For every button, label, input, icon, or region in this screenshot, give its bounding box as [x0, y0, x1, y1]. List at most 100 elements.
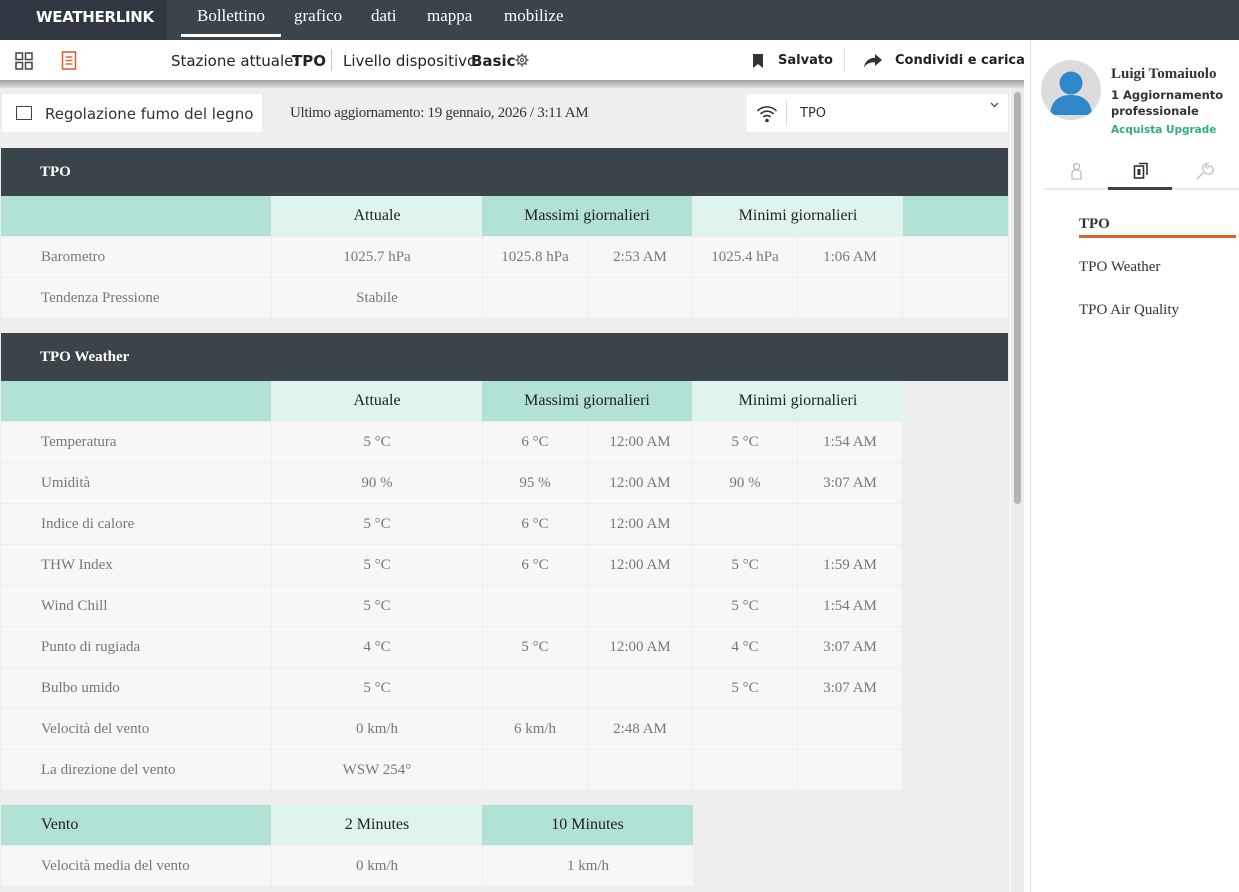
user-icon[interactable]	[1070, 162, 1083, 180]
user-name[interactable]: Luigi Tomaiuolo	[1111, 66, 1217, 82]
table-header-blank	[1, 196, 271, 236]
station-link-tpo-weather[interactable]: TPO Weather	[1079, 259, 1161, 275]
row-current: WSW 254°	[272, 750, 482, 790]
gear-icon[interactable]	[515, 53, 529, 67]
row-daily-min: 1025.4 hPa	[693, 237, 797, 277]
table-header-pad	[903, 196, 1008, 236]
station-link-tpo-air-quality[interactable]: TPO Air Quality	[1079, 302, 1179, 318]
station-link-tpo[interactable]: TPO	[1079, 216, 1110, 232]
row-daily-min	[693, 504, 797, 544]
wind-avg-2min: 0 km/h	[272, 846, 482, 886]
row-current: 5 °C	[272, 422, 482, 462]
row-daily-max-time	[588, 278, 692, 318]
row-daily-min-time: 1:54 AM	[798, 422, 902, 462]
col-daily-max: Massimi giornalieri	[482, 381, 692, 421]
row-label: Wind Chill	[1, 586, 271, 626]
upgrade-link[interactable]: Acquista Upgrade	[1111, 124, 1217, 136]
row-daily-min-time	[798, 750, 902, 790]
station-select[interactable]	[747, 94, 1008, 132]
row-daily-min-time	[798, 278, 902, 318]
row-daily-min: 5 °C	[693, 586, 797, 626]
row-label: Barometro	[1, 237, 271, 277]
row-daily-max-time: 12:00 AM	[588, 504, 692, 544]
row-daily-max-time: 12:00 AM	[588, 627, 692, 667]
col-2-minutes: 2 Minutes	[272, 805, 482, 845]
row-label: Indice di calore	[1, 504, 271, 544]
col-daily-min: Minimi giornalieri	[693, 196, 903, 236]
wind-section-title: Vento	[1, 805, 271, 845]
row-daily-max: 6 km/h	[483, 709, 587, 749]
row-daily-max-time: 12:00 AM	[588, 545, 692, 585]
row-daily-min	[693, 750, 797, 790]
row-daily-min-time: 3:07 AM	[798, 668, 902, 708]
row-label: Temperatura	[1, 422, 271, 462]
toolbar	[0, 40, 1024, 80]
row-daily-max	[483, 586, 587, 626]
wood-smoke-label: Regolazione fumo del legno	[45, 105, 254, 123]
share-arrow-icon[interactable]	[864, 54, 882, 68]
share-upload-button[interactable]: Condividi e carica	[895, 53, 1025, 68]
row-label: Punto di rugiada	[1, 627, 271, 667]
row-daily-max-time: 2:48 AM	[588, 709, 692, 749]
chevron-down-icon[interactable]	[990, 102, 999, 108]
row-daily-min: 5 °C	[693, 422, 797, 462]
row-label: THW Index	[1, 545, 271, 585]
table-header-blank	[1, 381, 271, 421]
wood-smoke-checkbox[interactable]	[16, 106, 32, 120]
section-header-weather: TPO Weather	[1, 333, 1008, 381]
document-list-icon[interactable]	[61, 51, 77, 70]
section-header-tpo: TPO	[1, 148, 1008, 196]
row-current: 5 °C	[272, 586, 482, 626]
tab-mappa[interactable]: mappa	[427, 6, 473, 25]
wind-avg-label: Velocità media del vento	[1, 846, 271, 886]
row-label: Bulbo umido	[1, 668, 271, 708]
row-daily-max-time	[588, 668, 692, 708]
row-daily-min-time: 1:59 AM	[798, 545, 902, 585]
toolbar-divider	[331, 49, 332, 71]
row-daily-max-time	[588, 586, 692, 626]
row-daily-min-time: 3:07 AM	[798, 463, 902, 503]
tab-dati[interactable]: dati	[371, 6, 397, 25]
tab-grafico[interactable]: grafico	[294, 6, 343, 25]
wind-avg-10min: 1 km/h	[483, 846, 693, 886]
row-label: Umidità	[1, 463, 271, 503]
scrollbar-thumb[interactable]	[1014, 92, 1021, 504]
row-current: Stabile	[272, 278, 482, 318]
row-label: Tendenza Pressione	[1, 278, 271, 318]
bookmark-icon[interactable]	[753, 54, 763, 68]
wood-smoke-toggle[interactable]	[2, 94, 262, 132]
grid-view-icon[interactable]	[15, 52, 33, 70]
saved-button[interactable]: Salvato	[778, 53, 833, 68]
row-daily-max-time: 12:00 AM	[588, 463, 692, 503]
row-current: 5 °C	[272, 504, 482, 544]
top-nav	[0, 0, 1239, 40]
col-current: Attuale	[272, 196, 482, 236]
select-divider	[786, 100, 787, 126]
row-daily-max: 6 °C	[483, 504, 587, 544]
avatar[interactable]	[1041, 60, 1101, 120]
row-daily-min: 4 °C	[693, 627, 797, 667]
wrench-icon[interactable]	[1194, 162, 1214, 182]
plan-line-2: professionale	[1111, 104, 1199, 118]
row-daily-min-time: 1:06 AM	[798, 237, 902, 277]
row-daily-max-time: 12:00 AM	[588, 422, 692, 462]
col-daily-max: Massimi giornalieri	[482, 196, 692, 236]
tab-bollettino[interactable]: Bollettino	[181, 0, 281, 40]
brand-logo[interactable]: WEATHERLINK	[0, 0, 167, 40]
devices-icon[interactable]	[1133, 162, 1149, 180]
tab-mobilize[interactable]: mobilize	[504, 6, 564, 25]
row-daily-min-time	[798, 504, 902, 544]
level-label: Livello dispositivo:	[343, 52, 482, 70]
right-panel	[1028, 40, 1239, 892]
station-label: Stazione attuale:	[171, 52, 299, 70]
row-daily-max-time	[588, 750, 692, 790]
row-daily-max-time: 2:53 AM	[588, 237, 692, 277]
row-pad	[903, 237, 1008, 277]
row-label: La direzione del vento	[1, 750, 271, 790]
row-daily-max: 6 °C	[483, 422, 587, 462]
row-daily-max	[483, 750, 587, 790]
wifi-icon	[756, 106, 778, 123]
row-daily-max: 1025.8 hPa	[483, 237, 587, 277]
station-select-value: TPO	[800, 106, 827, 121]
row-current: 90 %	[272, 463, 482, 503]
